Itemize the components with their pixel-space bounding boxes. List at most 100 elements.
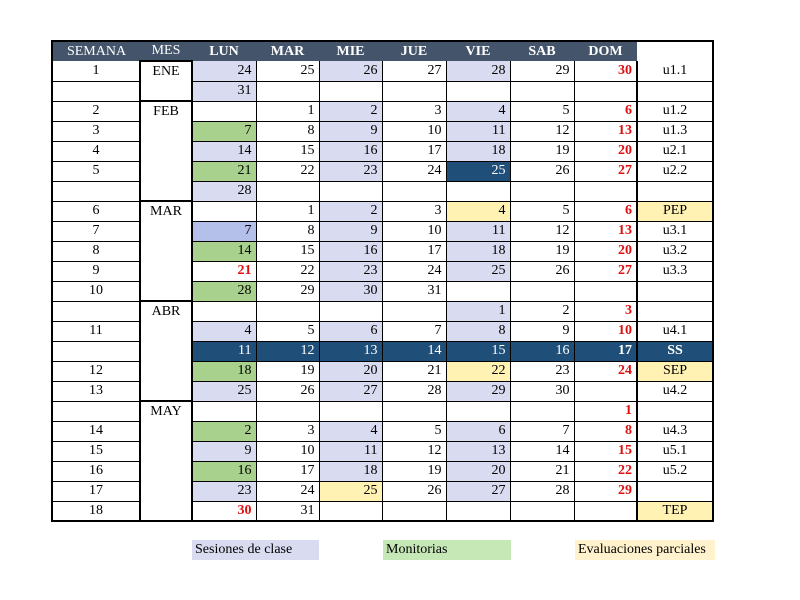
day-cell-jue: 3 — [382, 101, 447, 122]
day-cell-sab: 9 — [510, 321, 575, 342]
mes-cell — [139, 181, 193, 201]
day-cell-dom: 13 — [574, 121, 638, 142]
day-cell-mie: 23 — [319, 161, 383, 182]
day-cell-dom: 6 — [574, 201, 638, 222]
mes-cell — [139, 341, 193, 361]
table-row: 6 MAR 1 2 3 4 5 6 PEP — [52, 200, 713, 222]
day-cell-lun: 2 — [192, 421, 257, 442]
day-cell-dom: 3 — [574, 301, 638, 322]
day-cell-dom — [574, 381, 638, 402]
mes-cell: ABR — [139, 300, 193, 321]
mes-cell — [139, 281, 193, 301]
unit-cell: u4.2 — [636, 381, 713, 402]
day-cell-vie — [446, 401, 511, 422]
day-cell-vie: 25 — [446, 261, 511, 282]
day-cell-mie: 9 — [319, 121, 383, 142]
legend-evaluaciones: Evaluaciones parciales — [575, 540, 715, 560]
header-row: SEMANA MES LUN MAR MIE JUE VIE SAB DOM — [52, 41, 713, 61]
day-cell-mie: 9 — [319, 221, 383, 242]
day-cell-dom: 20 — [574, 241, 638, 262]
day-cell-lun: 9 — [192, 441, 257, 462]
day-cell-vie: 15 — [446, 341, 511, 362]
day-cell-mar: 1 — [256, 201, 320, 222]
unit-cell: u4.1 — [636, 321, 713, 342]
day-cell-mie: 16 — [319, 241, 383, 262]
semana-cell: 17 — [52, 481, 141, 502]
day-cell-mar: 19 — [256, 361, 320, 382]
day-cell-sab: 26 — [510, 161, 575, 182]
day-cell-jue: 31 — [382, 281, 447, 302]
day-cell-lun: 23 — [192, 481, 257, 502]
unit-cell: u5.2 — [636, 461, 713, 482]
semana-cell: 15 — [52, 441, 141, 462]
day-cell-dom: 6 — [574, 101, 638, 122]
day-cell-vie: 8 — [446, 321, 511, 342]
semana-cell: 6 — [52, 201, 141, 222]
header-sab: SAB — [510, 41, 574, 61]
day-cell-mar: 1 — [256, 101, 320, 122]
day-cell-sab: 30 — [510, 381, 575, 402]
day-cell-vie: 29 — [446, 381, 511, 402]
unit-cell: u2.2 — [636, 161, 713, 182]
day-cell-sab: 29 — [510, 61, 575, 82]
day-cell-dom — [574, 501, 638, 522]
day-cell-vie: 13 — [446, 441, 511, 462]
day-cell-sab: 28 — [510, 481, 575, 502]
day-cell-dom: 20 — [574, 141, 638, 162]
day-cell-jue — [382, 501, 447, 522]
semana-cell — [52, 181, 141, 202]
day-cell-dom — [574, 81, 638, 102]
semana-cell: 10 — [52, 281, 141, 302]
day-cell-jue: 19 — [382, 461, 447, 482]
day-cell-sab: 19 — [510, 141, 575, 162]
day-cell-jue: 17 — [382, 241, 447, 262]
day-cell-sab: 21 — [510, 461, 575, 482]
day-cell-mar — [256, 301, 320, 322]
day-cell-sab: 2 — [510, 301, 575, 322]
day-cell-jue — [382, 81, 447, 102]
day-cell-mar: 15 — [256, 241, 320, 262]
day-cell-lun: 4 — [192, 321, 257, 342]
unit-cell: SS — [636, 341, 713, 362]
day-cell-sab — [510, 501, 575, 522]
day-cell-mar: 29 — [256, 281, 320, 302]
day-cell-jue: 27 — [382, 61, 447, 82]
semana-cell: 8 — [52, 241, 141, 262]
semana-cell: 7 — [52, 221, 141, 242]
day-cell-vie: 27 — [446, 481, 511, 502]
day-cell-dom — [574, 281, 638, 302]
header-lun: LUN — [192, 41, 256, 61]
semana-cell: 9 — [52, 261, 141, 282]
day-cell-lun: 30 — [192, 501, 257, 522]
unit-cell: PEP — [636, 201, 713, 222]
mes-cell — [139, 221, 193, 241]
day-cell-jue: 10 — [382, 121, 447, 142]
day-cell-jue: 17 — [382, 141, 447, 162]
unit-cell: u3.3 — [636, 261, 713, 282]
day-cell-mar: 17 — [256, 461, 320, 482]
header-semana: SEMANA — [52, 41, 140, 61]
day-cell-vie: 25 — [446, 161, 511, 182]
unit-cell — [636, 281, 713, 302]
table-row: 16 16 17 18 19 20 21 22 u5.2 — [52, 461, 713, 482]
day-cell-mar: 10 — [256, 441, 320, 462]
day-cell-mar: 25 — [256, 61, 320, 82]
table-row: 5 21 22 23 24 25 26 27 u2.2 — [52, 161, 713, 182]
day-cell-mie: 25 — [319, 481, 383, 502]
table-row: 13 25 26 27 28 29 30 u4.2 — [52, 381, 713, 402]
day-cell-jue: 24 — [382, 261, 447, 282]
day-cell-mie: 20 — [319, 361, 383, 382]
day-cell-mie — [319, 501, 383, 522]
day-cell-lun: 25 — [192, 381, 257, 402]
unit-cell: u1.3 — [636, 121, 713, 142]
day-cell-lun — [192, 301, 257, 322]
day-cell-jue: 21 — [382, 361, 447, 382]
unit-cell: u1.2 — [636, 101, 713, 122]
table-row: 15 9 10 11 12 13 14 15 u5.1 — [52, 441, 713, 462]
day-cell-vie: 4 — [446, 201, 511, 222]
day-cell-jue: 7 — [382, 321, 447, 342]
day-cell-mie: 2 — [319, 101, 383, 122]
semana-cell: 14 — [52, 421, 141, 442]
day-cell-jue: 14 — [382, 341, 447, 362]
day-cell-mar: 12 — [256, 341, 320, 362]
